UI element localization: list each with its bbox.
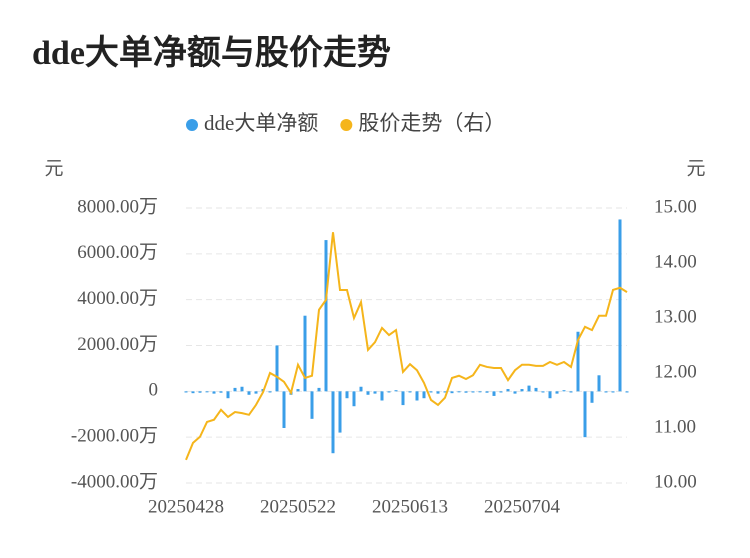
bar — [457, 391, 461, 393]
bar — [352, 391, 356, 407]
bar — [569, 391, 573, 393]
bar — [268, 391, 272, 393]
x-tick-label: 20250522 — [260, 496, 336, 517]
bar — [618, 219, 622, 392]
y-tick-label: -2000.00万 — [71, 426, 158, 447]
bar — [485, 391, 489, 393]
y2-tick-label: 13.00 — [654, 306, 697, 327]
bar — [394, 390, 398, 392]
bar — [219, 391, 223, 393]
bar — [506, 389, 510, 392]
bar — [303, 315, 307, 392]
bar — [184, 391, 188, 393]
y2-tick-label: 11.00 — [654, 416, 696, 437]
x-tick-label: 20250428 — [148, 496, 224, 517]
x-tick-label: 20250613 — [372, 496, 448, 517]
bar — [317, 387, 321, 392]
bar — [450, 391, 454, 394]
bar — [492, 391, 496, 396]
bar — [338, 391, 342, 433]
bar — [380, 391, 384, 401]
y-tick-label: 6000.00万 — [77, 242, 158, 263]
bar — [583, 391, 587, 438]
bar — [513, 391, 517, 394]
bar — [198, 391, 202, 393]
bar — [401, 391, 405, 406]
bar — [611, 391, 615, 393]
bar — [205, 391, 209, 393]
bar — [443, 391, 447, 393]
bar — [331, 391, 335, 454]
bar — [590, 391, 594, 403]
y2-axis-label: 元 — [686, 158, 705, 179]
bar — [541, 391, 545, 393]
bar — [226, 391, 230, 399]
bar — [625, 391, 629, 393]
y-tick-label: 4000.00万 — [77, 288, 158, 309]
bar — [366, 391, 370, 395]
bar — [548, 391, 552, 399]
bar — [310, 391, 314, 419]
bar — [345, 391, 349, 399]
bar — [387, 391, 391, 393]
bar — [408, 391, 412, 393]
bar — [191, 391, 195, 394]
bar — [429, 391, 433, 393]
bar — [604, 391, 608, 393]
bar — [422, 391, 426, 399]
bar — [534, 387, 538, 392]
legend-label: 股价走势（右） — [358, 111, 505, 135]
bar — [597, 375, 601, 392]
bar — [254, 391, 258, 394]
y2-tick-label: 12.00 — [654, 361, 697, 382]
bar — [436, 391, 440, 394]
y-axis-label: 元 — [44, 158, 63, 179]
bar — [240, 386, 244, 392]
y-tick-label: -4000.00万 — [71, 471, 158, 492]
bar — [275, 345, 279, 392]
y2-tick-label: 15.00 — [654, 196, 697, 217]
bar — [520, 389, 524, 392]
bar — [576, 331, 580, 392]
y2-tick-label: 14.00 — [654, 251, 697, 272]
legend-marker — [186, 119, 198, 131]
bar — [373, 391, 377, 394]
bar — [296, 389, 300, 392]
chart-title: dde大单净额与股价走势 — [32, 34, 391, 72]
bar — [247, 391, 251, 395]
bar — [415, 391, 419, 401]
bar — [555, 391, 559, 394]
bar — [359, 386, 363, 392]
bar — [233, 387, 237, 392]
y-tick-label: 2000.00万 — [77, 334, 158, 355]
bar — [212, 391, 216, 394]
bar — [471, 391, 475, 393]
bar — [282, 391, 286, 428]
bar — [478, 391, 482, 393]
x-tick-label: 20250704 — [484, 496, 561, 517]
y2-tick-label: 10.00 — [654, 471, 697, 492]
bar — [464, 391, 468, 393]
legend-marker — [340, 119, 353, 131]
y-tick-label: 8000.00万 — [77, 196, 158, 217]
y-tick-label: 0 — [149, 380, 159, 401]
price-line — [185, 232, 628, 461]
bar — [324, 240, 328, 392]
legend-label: dde大单净额 — [204, 111, 318, 135]
bar — [527, 385, 531, 392]
bar — [499, 391, 503, 393]
bar — [562, 390, 566, 392]
